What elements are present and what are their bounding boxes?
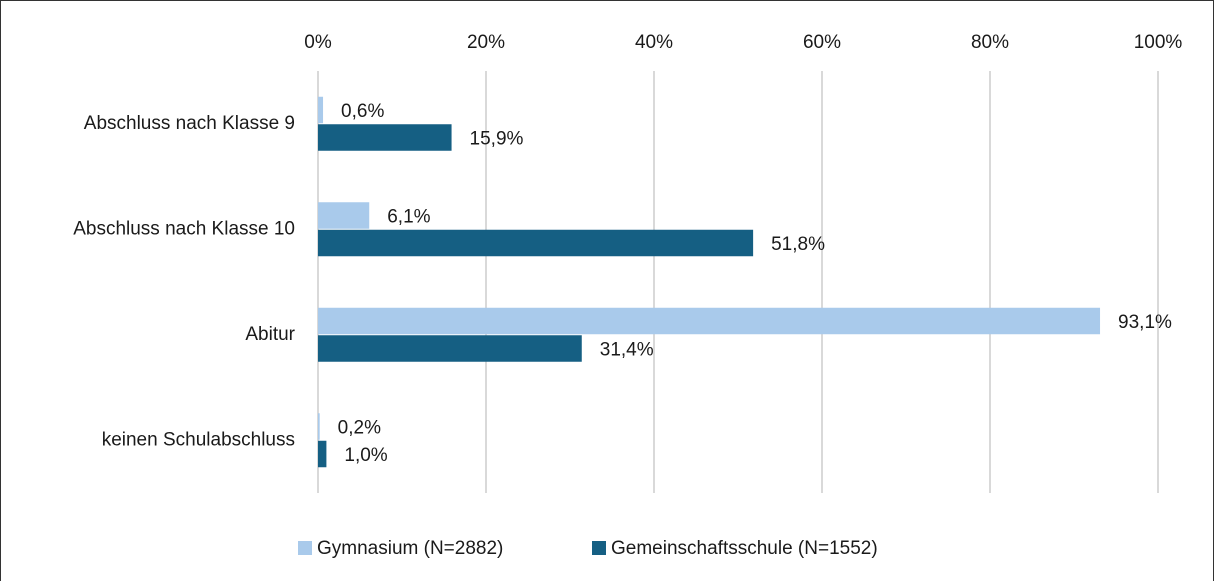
legend-swatch [298,541,312,555]
bar [318,229,754,257]
y-tick-label: Abitur [245,324,295,345]
data-label: 31,4% [600,340,654,361]
data-label: 1,0% [344,445,387,466]
legend-swatch [592,541,606,555]
data-label: 0,2% [338,418,381,439]
x-tick-label: 60% [803,32,841,53]
data-label: 51,8% [771,234,825,255]
x-tick-label: 100% [1134,32,1183,53]
y-tick-label: Abschluss nach Klasse 9 [84,113,295,134]
bar [318,335,582,362]
data-label: 0,6% [341,101,384,122]
x-tick-label: 20% [467,32,505,53]
y-tick-label: Abschluss nach Klasse 10 [73,218,295,239]
data-label: 15,9% [470,129,524,150]
bar [318,202,370,229]
bar [318,124,452,151]
data-label: 93,1% [1118,312,1172,333]
bar [318,307,1101,335]
legend-label: Gemeinschaftsschule (N=1552) [611,538,878,559]
y-tick-label: keinen Schulabschluss [102,429,295,450]
x-tick-label: 40% [635,32,673,53]
data-label: 6,1% [387,207,430,228]
bar [318,440,327,468]
x-tick-label: 80% [971,32,1009,53]
x-tick-label: 0% [304,32,332,53]
bar [318,96,324,124]
legend-label: Gymnasium (N=2882) [317,538,503,559]
bar [318,413,320,440]
